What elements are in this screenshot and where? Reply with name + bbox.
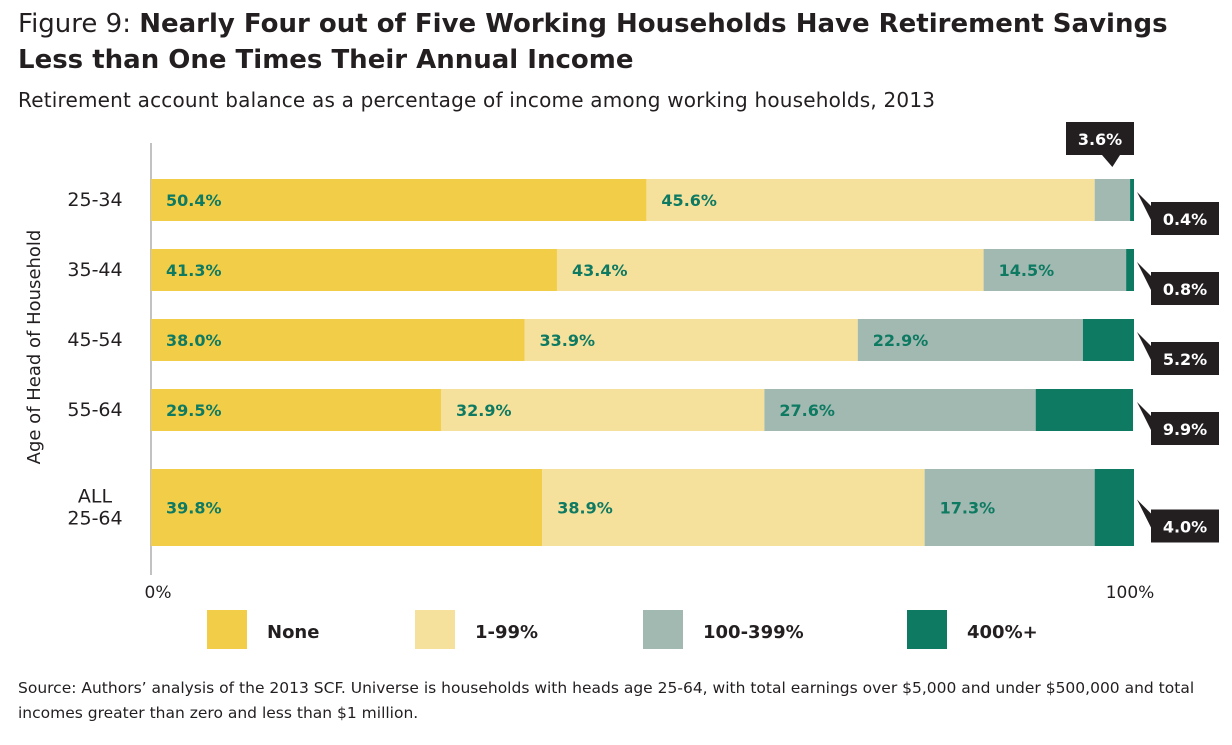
callout-pointer	[1137, 332, 1151, 360]
data-label: 29.5%	[166, 401, 222, 420]
callout-label: 5.2%	[1163, 350, 1207, 369]
callout-pointer	[1137, 192, 1151, 220]
callout-label: 4.0%	[1163, 518, 1207, 537]
legend-label: 1-99%	[475, 622, 538, 643]
bar-segment	[542, 469, 925, 546]
figure-title: Nearly Four out of Five Working Househol…	[18, 9, 1168, 75]
x-tick-label: 0%	[145, 583, 172, 603]
bar-segment	[1126, 249, 1134, 291]
bar-segment	[1082, 319, 1134, 361]
data-label: 38.9%	[557, 499, 613, 518]
callout-pointer	[1137, 262, 1151, 290]
bar-segment	[151, 179, 647, 221]
callout-label: 9.9%	[1163, 420, 1207, 439]
callout-box	[1151, 342, 1219, 375]
bar-segment	[151, 469, 543, 546]
bar-segment	[556, 249, 984, 291]
legend-label: None	[267, 622, 319, 643]
bar-segment	[924, 469, 1095, 546]
category-label: ALL	[78, 486, 113, 508]
bar-segment	[1094, 179, 1131, 221]
bar-segment	[983, 249, 1127, 291]
category-label: 25-34	[67, 189, 122, 211]
bar-segment	[764, 389, 1036, 431]
category-label: 45-54	[67, 329, 122, 351]
bar-segment	[524, 319, 858, 361]
data-label: 32.9%	[456, 401, 512, 420]
bar-segment	[440, 389, 765, 431]
data-label: 14.5%	[999, 261, 1055, 280]
bar-segment	[646, 179, 1095, 221]
bar-segment	[151, 319, 525, 361]
data-label: 43.4%	[572, 261, 628, 280]
category-label: 35-44	[67, 259, 122, 281]
callout-pointer	[1137, 402, 1151, 430]
callout-box	[1151, 202, 1219, 235]
callout-pointer	[1102, 155, 1120, 167]
chart-subtitle: Retirement account balance as a percenta…	[18, 88, 936, 112]
legend-label: 400%+	[967, 622, 1038, 643]
chart-title: Figure 9: Nearly Four out of Five Workin…	[18, 6, 1218, 78]
callout-label: 3.6%	[1078, 130, 1122, 149]
x-tick-label: 100%	[1106, 583, 1155, 603]
figure-label: Figure 9:	[18, 9, 131, 39]
data-label: 41.3%	[166, 261, 222, 280]
data-label: 50.4%	[166, 191, 222, 210]
data-label: 27.6%	[779, 401, 835, 420]
data-label: 22.9%	[873, 331, 929, 350]
callout-box	[1151, 272, 1219, 305]
data-label: 17.3%	[940, 499, 996, 518]
data-label: 39.8%	[166, 499, 222, 518]
source-note: Source: Authors’ analysis of the 2013 SC…	[18, 679, 1195, 722]
callout-box	[1066, 122, 1134, 155]
legend-swatch	[907, 610, 947, 649]
bar-segment	[151, 249, 557, 291]
callout-pointer	[1137, 499, 1151, 528]
category-label: 25-64	[67, 508, 122, 530]
legend-swatch	[207, 610, 247, 649]
callout-box	[1151, 412, 1219, 445]
legend-label: 100-399%	[703, 622, 804, 643]
stacked-bar-chart: Age of Head of Household 25-34 35-44 45-54 5…	[24, 122, 1219, 649]
data-label: 33.9%	[540, 331, 596, 350]
category-label: 55-64	[67, 399, 122, 421]
callout-box	[1151, 509, 1219, 543]
callout-label: 0.4%	[1163, 210, 1207, 229]
data-label: 45.6%	[661, 191, 717, 210]
bar-segment	[151, 389, 441, 431]
data-label: 38.0%	[166, 331, 222, 350]
legend-swatch	[643, 610, 683, 649]
bar-segment	[1130, 179, 1134, 221]
bar-segment	[1035, 389, 1134, 431]
legend-swatch	[415, 610, 455, 649]
bar-segment	[857, 319, 1083, 361]
bar-segment	[1094, 469, 1134, 546]
y-axis-label: Age of Head of Household	[24, 230, 45, 465]
callout-label: 0.8%	[1163, 280, 1207, 299]
